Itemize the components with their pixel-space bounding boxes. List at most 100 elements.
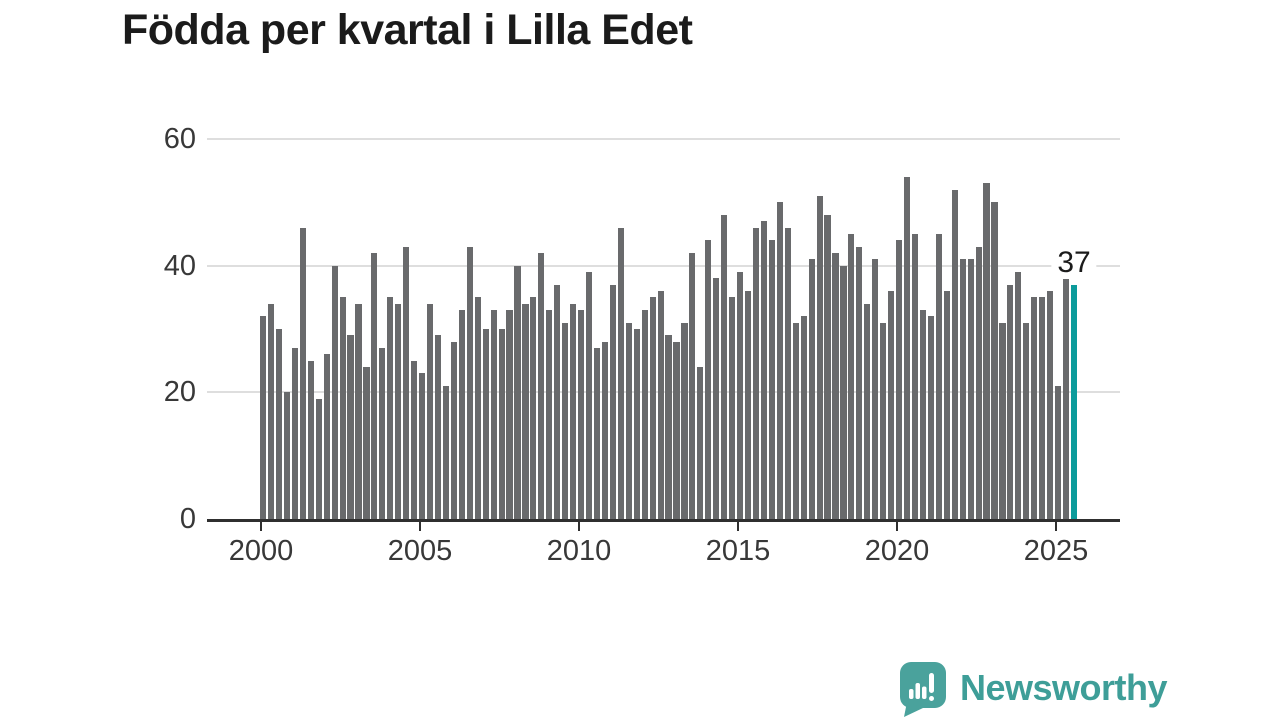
bar (490, 310, 497, 519)
bar (474, 297, 481, 519)
bar (601, 341, 609, 519)
newsworthy-logo[interactable]: Newsworthy (897, 661, 1168, 718)
value-annotation: 37 (1051, 246, 1097, 279)
bar (673, 341, 680, 519)
bar (458, 310, 465, 519)
bar (291, 348, 298, 519)
gridline-y-60 (207, 138, 1120, 140)
x-axis-tick-label: 2015 (705, 535, 771, 567)
bar (800, 316, 807, 519)
bar (1007, 284, 1014, 519)
x-axis-tick-label: 2010 (546, 535, 612, 567)
bar (323, 354, 330, 519)
bar (967, 259, 974, 519)
bar (1047, 291, 1054, 519)
bar (275, 329, 283, 519)
bar (395, 303, 402, 519)
bar (593, 348, 601, 519)
bar (1055, 386, 1062, 519)
bar (466, 246, 473, 519)
bar (737, 272, 744, 519)
x-axis-tick-label: 2020 (864, 535, 930, 567)
bar (411, 360, 418, 519)
chart-title: Födda per kvartal i Lilla Edet (122, 6, 693, 54)
bar (546, 310, 553, 519)
bar (705, 240, 712, 519)
x-axis-line (207, 519, 1120, 522)
bar (903, 177, 911, 519)
bar (896, 240, 903, 519)
bar (1015, 272, 1022, 519)
bar (888, 291, 895, 519)
bar (379, 348, 386, 519)
bar (983, 183, 990, 519)
bar (315, 398, 322, 519)
bar (585, 272, 593, 519)
bar (617, 227, 624, 519)
bar (840, 265, 847, 519)
bar (522, 303, 529, 519)
bar (760, 221, 768, 519)
bar (403, 246, 410, 519)
bar (347, 335, 354, 519)
bar (951, 189, 958, 519)
bar (339, 297, 346, 519)
gridline-y-40 (207, 264, 1120, 267)
bar (880, 322, 887, 519)
bar (434, 335, 442, 519)
x-axis-tick-label: 2000 (228, 535, 294, 567)
bar (856, 246, 863, 519)
x-axis-tick-mark (260, 522, 262, 531)
bar (363, 367, 370, 519)
bar (744, 291, 752, 519)
bar (943, 291, 950, 519)
bar (681, 322, 688, 519)
y-axis-tick-label: 0 (179, 503, 196, 535)
bar (562, 322, 569, 519)
bar (864, 303, 871, 519)
bar (331, 265, 338, 519)
newsworthy-wordmark: Newsworthy (960, 666, 1168, 708)
bar (387, 297, 394, 519)
bar (832, 253, 839, 519)
bar (450, 341, 457, 519)
bar (267, 303, 275, 519)
bar (927, 316, 934, 519)
bar (506, 310, 513, 519)
bar (578, 310, 585, 519)
y-axis-tick-label: 40 (163, 249, 196, 282)
bar (1062, 272, 1070, 519)
bar (689, 253, 696, 519)
bar (697, 367, 704, 519)
bar (1031, 297, 1038, 519)
bar (665, 335, 672, 519)
bar (649, 297, 656, 519)
bar (371, 253, 378, 519)
bar (792, 322, 799, 519)
bar (935, 234, 942, 519)
bar (1023, 322, 1030, 519)
bar (713, 278, 720, 519)
bar (752, 227, 760, 519)
bar (721, 215, 728, 519)
newsworthy-logo-icon (897, 661, 949, 718)
bar (530, 297, 537, 519)
bar (633, 329, 640, 519)
bar (514, 265, 521, 519)
x-axis-tick-mark (737, 522, 739, 531)
bar (991, 202, 998, 519)
bar (919, 310, 927, 519)
bar (260, 316, 267, 519)
bar (625, 322, 632, 519)
bar (911, 234, 919, 519)
bar (776, 202, 783, 519)
bar (498, 329, 505, 519)
bar (426, 303, 434, 519)
bar (554, 284, 561, 519)
bar (768, 240, 775, 519)
bar (641, 310, 648, 519)
x-axis-tick-mark (1055, 522, 1057, 531)
bar (872, 259, 879, 519)
bar (824, 215, 831, 519)
